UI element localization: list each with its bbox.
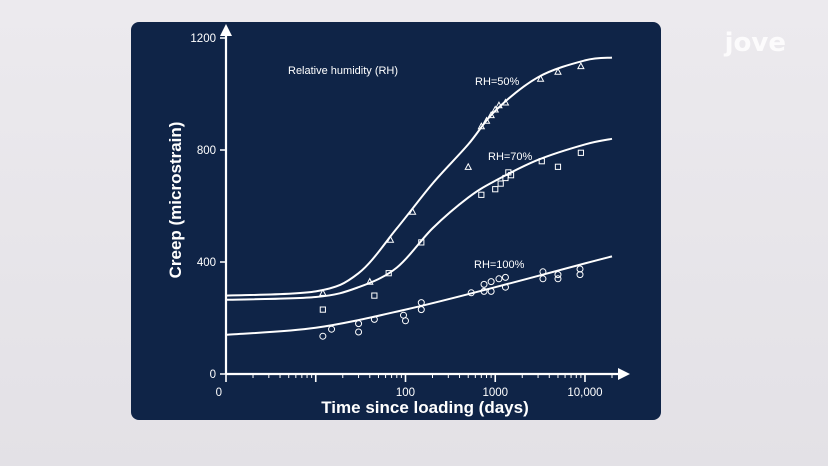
x-tick-label: 0 [216,387,222,399]
y-tick-label: 800 [197,145,216,157]
data-point-rh-70 [371,292,378,299]
data-point-rh-100 [355,328,363,336]
data-point-rh-50 [482,116,491,124]
data-point-rh-50 [477,122,486,130]
data-point-rh-100 [539,275,547,283]
y-tick-label: 0 [210,369,216,381]
data-point-rh-70 [385,270,392,277]
y-tick-label: 400 [197,257,216,269]
data-point-rh-50 [408,207,417,215]
chart-points [319,61,585,340]
data-point-rh-100 [417,306,425,314]
data-point-rh-50 [495,101,503,109]
data-point-rh-50 [501,98,510,106]
data-point-rh-100 [370,315,378,323]
data-point-rh-100 [495,275,503,283]
data-point-rh-100 [576,271,584,279]
chart-curves [225,56,613,336]
chart-card [131,22,661,420]
data-point-rh-100 [401,317,409,325]
data-point-rh-70 [478,191,485,198]
data-point-rh-70 [418,239,425,246]
data-point-rh-50 [386,235,395,243]
data-point-rh-100 [417,299,425,307]
data-point-rh-70 [554,163,562,170]
chart-axes: 0 400 800 1200 0 100 1000 10,000 [190,24,630,399]
data-point-rh-70 [497,180,504,187]
y-tick-label: 1200 [190,33,216,45]
series-label-rh-70: RH=70% [488,151,533,163]
x-tick-label: 10,000 [567,387,602,399]
data-point-rh-50 [577,61,585,70]
x-tick-label: 100 [396,387,415,399]
curve-rh-50 [225,56,613,297]
y-axis-title: Creep (microstrain) [166,122,185,279]
data-point-rh-100 [355,320,363,328]
data-point-rh-100 [501,283,509,291]
curve-rh-100 [225,255,613,336]
data-point-rh-100 [480,287,488,295]
data-point-rh-50 [365,277,374,285]
chart-annotation: Relative humidity (RH) [288,65,398,77]
x-tick-label: 1000 [482,387,508,399]
data-point-rh-50 [491,105,500,113]
data-point-rh-70 [492,186,499,193]
data-point-rh-50 [487,110,495,119]
y-axis-arrow [220,24,232,36]
data-point-rh-50 [554,67,562,75]
data-point-rh-100 [501,273,509,281]
data-point-rh-100 [467,289,475,297]
data-point-rh-100 [554,275,562,283]
data-point-rh-50 [319,288,327,296]
data-point-rh-100 [539,268,547,276]
curve-rh-70 [225,137,613,301]
series-label-rh-50: RH=50% [475,76,520,88]
data-point-rh-70 [577,149,584,156]
data-point-rh-100 [328,325,336,333]
data-point-rh-100 [487,278,495,286]
data-point-rh-100 [480,280,488,288]
data-point-rh-100 [319,332,327,340]
data-point-rh-100 [487,287,495,295]
x-axis-title: Time since loading (days) [321,398,529,417]
data-point-rh-50 [464,162,473,170]
x-axis-arrow [618,368,630,380]
data-point-rh-100 [554,271,562,279]
data-point-rh-70 [507,172,515,179]
chart-labels: Time since loading (days) Creep (microstr… [166,65,533,417]
series-label-rh-100: RH=100% [474,259,525,271]
data-point-rh-100 [399,311,407,319]
data-point-rh-70 [319,306,326,313]
data-point-rh-70 [538,158,545,165]
data-point-rh-50 [536,74,545,82]
jove-logo: jove [724,28,786,58]
